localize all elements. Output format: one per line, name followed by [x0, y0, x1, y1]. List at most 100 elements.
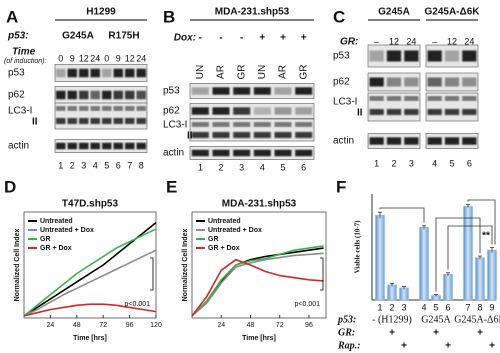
legend-label: Untreated + Dox: [208, 227, 262, 234]
lane-number: 4: [93, 160, 98, 170]
series-line: [23, 249, 157, 317]
lane-label: 9: [70, 53, 75, 63]
x-tick-label: 72: [99, 322, 107, 329]
blot-background: [54, 64, 148, 82]
treatment-mark: +: [389, 328, 395, 339]
lane-number: 1: [58, 160, 63, 170]
lane-number: 1: [198, 162, 203, 172]
bar: [375, 214, 385, 301]
blot-band: [212, 132, 230, 138]
blot-background: [54, 139, 148, 153]
dox-mark: -: [219, 33, 222, 44]
row-label: p62: [8, 90, 25, 101]
group-label: G245A: [421, 314, 451, 325]
blot-band: [404, 137, 419, 145]
x-tick-label: 96: [305, 322, 313, 329]
blot-band: [369, 109, 384, 115]
blot-band: [212, 107, 230, 115]
legend-label: GR: [208, 236, 219, 243]
row-label: GR:: [338, 327, 355, 338]
legend-label: GR + Dox: [208, 245, 240, 252]
blot-band: [79, 106, 89, 111]
treatment-mark: +: [433, 328, 439, 339]
category-label: 5: [433, 302, 438, 312]
blot-band: [427, 109, 442, 115]
blot-band: [233, 132, 251, 138]
blot-band: [369, 77, 384, 87]
lane-label: –: [374, 36, 379, 46]
lane-label: GR: [236, 65, 247, 80]
lane-number: 5: [280, 162, 285, 172]
blot-band: [444, 109, 460, 115]
blot-band: [462, 50, 477, 62]
x-tick-label: 48: [73, 322, 81, 329]
blot-band: [90, 90, 100, 100]
blot-band: [56, 118, 66, 124]
treatment-mark: +: [401, 341, 407, 352]
blot-band: [191, 149, 209, 157]
blot-band: [274, 107, 292, 115]
blot-band: [462, 96, 477, 101]
blot-band: [386, 50, 402, 62]
blot-band: [56, 68, 66, 78]
blot-band: [102, 90, 112, 100]
row-label: p62: [333, 77, 350, 88]
plot-frame: [191, 211, 327, 319]
y-axis-label: Normalized Cell Index: [182, 229, 189, 302]
category-label: 9: [489, 302, 494, 312]
blot-band: [67, 68, 77, 78]
blot-band: [125, 90, 135, 100]
x-axis-label: Time [hrs]: [73, 335, 107, 342]
x-tick-label: 72: [276, 322, 284, 329]
blot-band: [67, 90, 77, 100]
blot-band: [136, 118, 146, 124]
blot-band: [125, 118, 135, 124]
blot-band: [191, 107, 209, 115]
blot-band: [404, 50, 419, 62]
category-label: 1: [377, 302, 382, 312]
treatment-mark: +: [477, 328, 483, 339]
blot-band: [233, 87, 251, 95]
blot-band: [79, 90, 89, 100]
panel-letter: E: [166, 177, 177, 196]
blot-band: [79, 118, 89, 124]
blot-band: [386, 109, 402, 115]
blot-band: [191, 122, 209, 127]
blot-band: [136, 68, 146, 78]
blot-band: [56, 142, 66, 150]
cell-line: MDA-231.shp53: [215, 7, 290, 18]
row-sublabel: II: [187, 131, 193, 142]
panel-letter: B: [163, 7, 175, 26]
blot-band: [136, 142, 146, 150]
blot-band: [113, 106, 123, 111]
x-tick-label: 24: [217, 322, 225, 329]
p53-label: p53:: [7, 31, 29, 42]
blot-band: [444, 96, 460, 101]
blot-band: [274, 132, 292, 138]
significance-bracket: [150, 257, 154, 291]
time-sublabel: (of induction):: [4, 58, 46, 65]
lane-number: 3: [239, 162, 244, 172]
lane-label: 12: [125, 53, 135, 63]
significance-bracket: [320, 257, 324, 291]
blot-band: [113, 90, 123, 100]
blot-band: [102, 68, 112, 78]
blot-band: [253, 107, 271, 115]
comparison-bracket: [467, 199, 496, 245]
blot-band: [125, 106, 135, 111]
row-label: LC3-I: [333, 97, 357, 108]
panel-letter: C: [333, 7, 345, 26]
category-label: 6: [445, 302, 450, 312]
panel-letter: A: [6, 7, 18, 26]
bar: [475, 257, 485, 301]
lane-number: 1: [374, 158, 379, 168]
blot-band: [67, 118, 77, 124]
blot-band: [253, 122, 271, 127]
blot-band: [427, 77, 442, 87]
row-label: LC3-I: [8, 106, 32, 117]
chart-title: MDA-231.shp53: [222, 199, 297, 210]
lane-label: 0: [58, 53, 63, 63]
row-label: actin: [333, 136, 354, 147]
bar: [463, 205, 473, 301]
